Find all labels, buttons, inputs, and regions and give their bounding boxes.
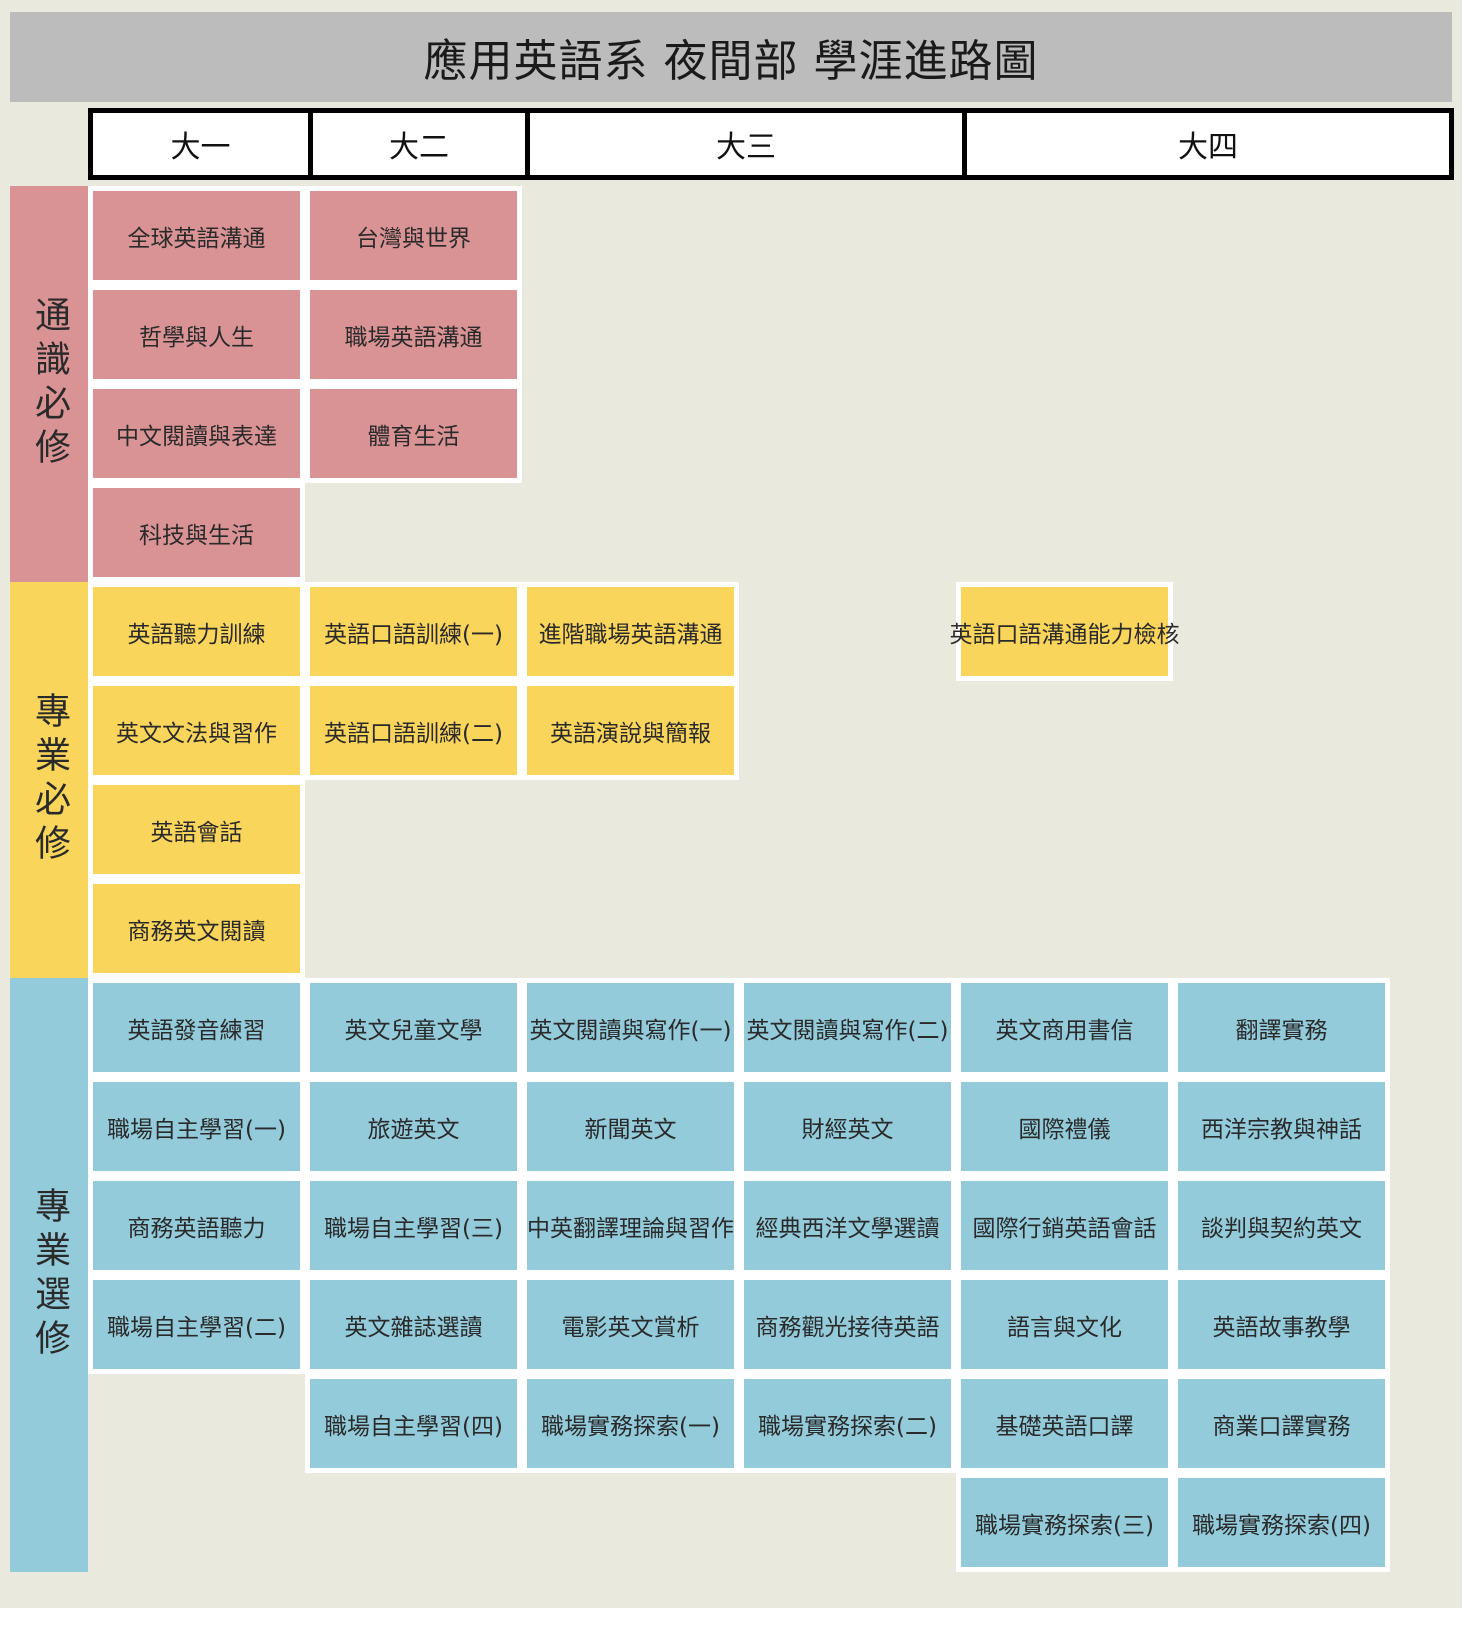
year-header-3: 大三 <box>716 130 776 165</box>
course-cell: 職場自主學習(二) <box>88 1275 305 1374</box>
year-header-1: 大一 <box>170 130 231 165</box>
course-cell: 職場自主學習(三) <box>305 1176 522 1275</box>
year-divider <box>308 113 313 175</box>
course-cell: 經典西洋文學選讀 <box>739 1176 956 1275</box>
course-cell: 職場自主學習(一) <box>88 1077 305 1176</box>
band-major-required: 專業必修 <box>10 582 88 978</box>
course-cell: 基礎英語口譯 <box>956 1374 1173 1473</box>
year-header: 大一 大二 大三 大四 <box>88 108 1454 180</box>
course-cell: 英文兒童文學 <box>305 978 522 1077</box>
course-cell: 國際禮儀 <box>956 1077 1173 1176</box>
category-label: 通識必修 <box>29 296 70 472</box>
band-major-elective: 專業選修 <box>10 978 88 1572</box>
course-cell: 英語聽力訓練 <box>88 582 305 681</box>
course-cell: 體育生活 <box>305 384 522 483</box>
course-cell: 語言與文化 <box>956 1275 1173 1374</box>
course-cell: 英語口語訓練(一) <box>305 582 522 681</box>
course-cell: 英語會話 <box>88 780 305 879</box>
course-cell: 職場實務探索(三) <box>956 1473 1173 1572</box>
course-cell: 英語發音練習 <box>88 978 305 1077</box>
course-cell: 商務英語聽力 <box>88 1176 305 1275</box>
course-cell: 旅遊英文 <box>305 1077 522 1176</box>
year-header-2: 大二 <box>389 130 449 165</box>
course-cell: 職場實務探索(二) <box>739 1374 956 1473</box>
category-label: 專業選修 <box>29 1187 70 1363</box>
category-label: 專業必修 <box>29 692 70 868</box>
course-cell: 財經英文 <box>739 1077 956 1176</box>
band-general-required: 通識必修 <box>10 186 88 582</box>
page-title: 應用英語系 夜間部 學涯進路圖 <box>10 12 1452 102</box>
course-cell: 職場自主學習(四) <box>305 1374 522 1473</box>
course-cell: 談判與契約英文 <box>1173 1176 1390 1275</box>
bottom-margin <box>0 1608 1472 1648</box>
course-cell: 中英翻譯理論與習作 <box>522 1176 739 1275</box>
course-cell: 職場英語溝通 <box>305 285 522 384</box>
course-cell: 商業口譯實務 <box>1173 1374 1390 1473</box>
course-cell: 商務觀光接待英語 <box>739 1275 956 1374</box>
course-cell: 電影英文賞析 <box>522 1275 739 1374</box>
course-cell: 英語口語溝通能力檢核 <box>950 582 1180 681</box>
course-cell: 新聞英文 <box>522 1077 739 1176</box>
year-divider <box>525 113 530 175</box>
course-cell: 哲學與人生 <box>88 285 305 384</box>
course-cell: 職場實務探索(四) <box>1173 1473 1390 1572</box>
course-cell: 英文雜誌選讀 <box>305 1275 522 1374</box>
course-cell: 科技與生活 <box>88 483 305 582</box>
course-cell: 英文閱讀與寫作(二) <box>739 978 956 1077</box>
course-cell: 中文閱讀與表達 <box>88 384 305 483</box>
course-cell: 英文商用書信 <box>956 978 1173 1077</box>
course-cell: 商務英文閱讀 <box>88 879 305 978</box>
course-cell: 翻譯實務 <box>1173 978 1390 1077</box>
course-cell: 英文閱讀與寫作(一) <box>522 978 739 1077</box>
year-divider <box>962 113 967 175</box>
course-cell: 英語演說與簡報 <box>522 681 739 780</box>
year-header-4: 大四 <box>1178 130 1238 165</box>
course-cell: 全球英語溝通 <box>88 186 305 285</box>
course-cell: 進階職場英語溝通 <box>522 582 739 681</box>
course-cell: 國際行銷英語會話 <box>956 1176 1173 1275</box>
course-cell: 英語故事教學 <box>1173 1275 1390 1374</box>
course-cell: 英語口語訓練(二) <box>305 681 522 780</box>
course-cell: 西洋宗教與神話 <box>1173 1077 1390 1176</box>
right-margin <box>1462 0 1472 1648</box>
course-cell: 英文文法與習作 <box>88 681 305 780</box>
course-cell: 職場實務探索(一) <box>522 1374 739 1473</box>
course-cell: 台灣與世界 <box>305 186 522 285</box>
